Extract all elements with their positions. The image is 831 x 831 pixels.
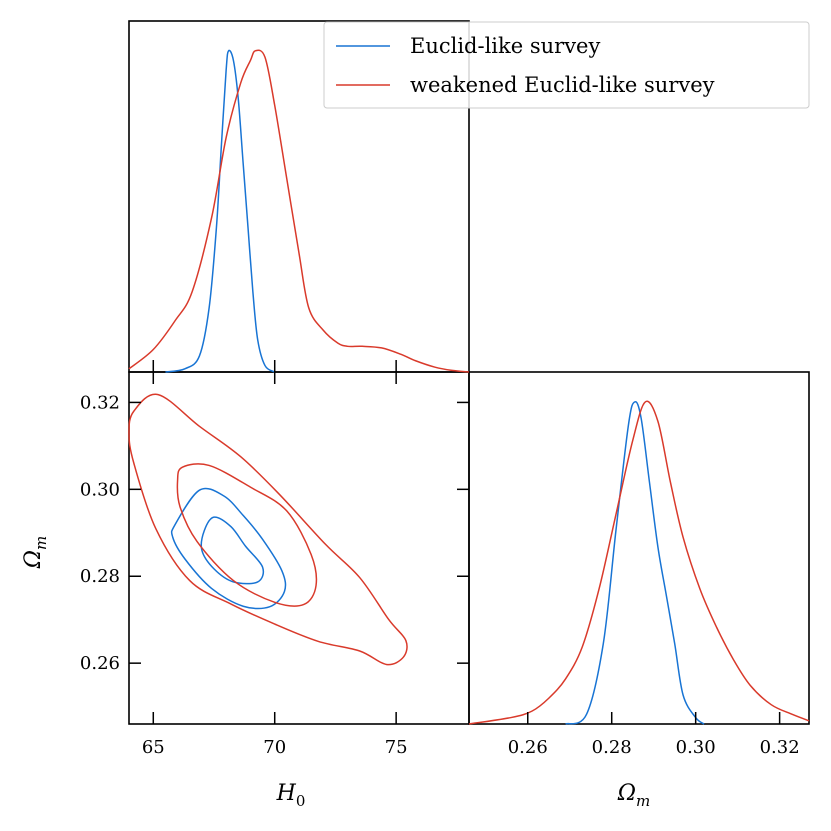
legend-label-weakened: weakened Euclid-like survey	[410, 73, 715, 97]
h0-x-tick-label: 70	[263, 737, 286, 758]
legend-box	[323, 21, 810, 109]
h0-x-tick-label: 75	[385, 737, 408, 758]
omega-y-tick-label: 0.28	[80, 566, 120, 587]
omega-marginal-panel	[468, 371, 810, 725]
legend-label-euclid: Euclid-like survey	[410, 34, 600, 58]
omega-x-tick-label: 0.32	[760, 737, 800, 758]
omega-marginal-weakened-euclid-like-survey	[468, 400, 810, 725]
h0-x-tick-label: 65	[142, 737, 165, 758]
x-axis-label-h0: H0	[276, 781, 306, 810]
contour-outer-euclid-like-survey	[170, 487, 287, 610]
h0-marginal-euclid-like-survey	[165, 49, 276, 373]
omega-y-tick-label: 0.30	[80, 479, 120, 500]
omega-x-tick-label: 0.26	[508, 737, 548, 758]
y-axis-label-omega: Ωm	[21, 536, 50, 569]
contour-outer-weakened-euclid-like-survey	[128, 393, 408, 666]
omega-y-tick-label: 0.26	[80, 653, 120, 674]
contour-inner-weakened-euclid-like-survey	[176, 463, 318, 607]
h0-omega-2d-panel	[128, 371, 470, 725]
omega-x-tick-label: 0.28	[592, 737, 632, 758]
h0-marginal-weakened-euclid-like-survey	[128, 49, 470, 373]
omega-y-tick-label: 0.32	[80, 392, 120, 413]
omega-marginal-euclid-like-survey	[565, 401, 705, 725]
omega-x-tick-label: 0.30	[676, 737, 716, 758]
legend: Euclid-like survey weakened Euclid-like …	[323, 21, 810, 109]
contour-inner-euclid-like-survey	[200, 516, 265, 585]
x-axis-label-omega: Ωm	[617, 781, 650, 810]
ticks-layer: 65 70 75 0.26 0.26 0.28 0.28 0.30 0.30 0.32 0.32	[80, 360, 800, 758]
curves-layer	[128, 49, 810, 725]
